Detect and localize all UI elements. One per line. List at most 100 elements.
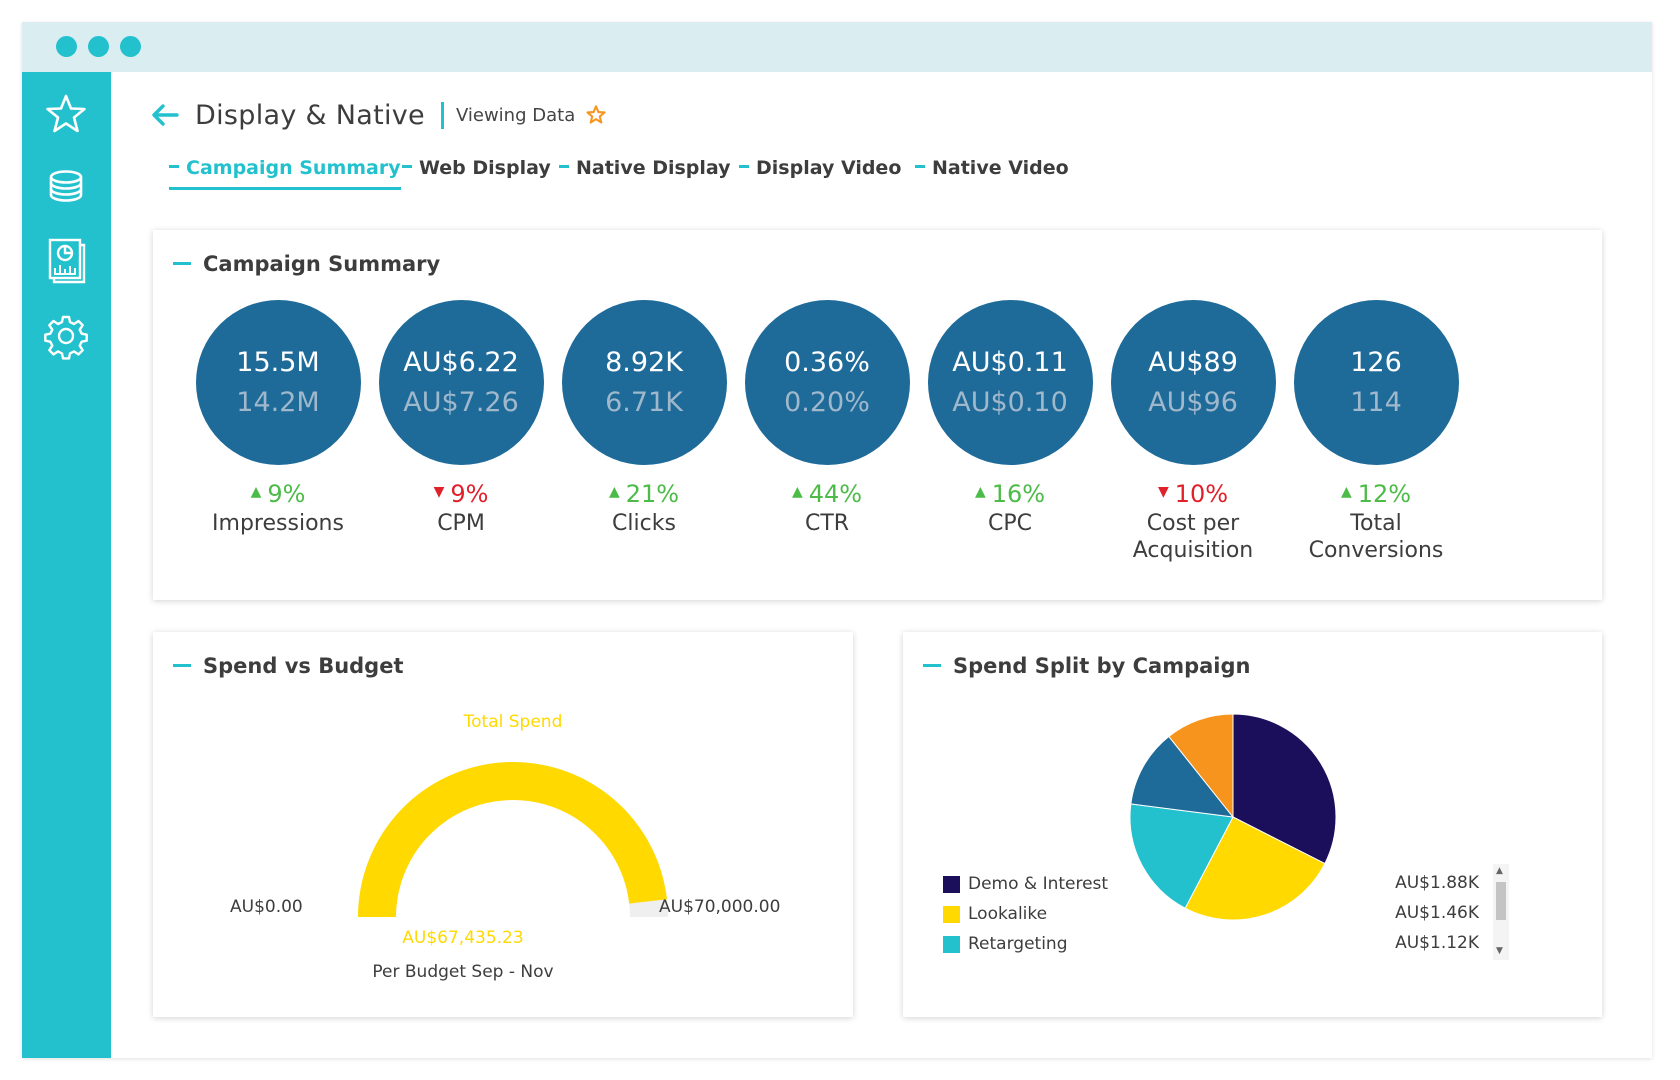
metric-change: ▲ 12% [1288, 479, 1464, 510]
metric-change-value: 12% [1357, 480, 1412, 508]
metric-change: ▲ 16% [922, 479, 1098, 510]
legend-value: AU$1.46K [1395, 903, 1479, 923]
metric-circle[interactable]: AU$6.22 AU$7.26 [378, 300, 544, 465]
metric-change: ▲ 44% [739, 479, 915, 510]
trend-up-icon: ▲ [974, 484, 986, 500]
metric-label: Clicks [612, 511, 676, 536]
metric-change-value: 21% [625, 480, 680, 508]
metric-clicks: 8.92K 6.71K ▲ 21% Clicks [556, 300, 732, 537]
legend-label: Lookalike [968, 904, 1048, 924]
gauge-min-label: AU$0.00 [230, 897, 303, 917]
database-icon[interactable] [42, 162, 90, 210]
campaign-summary-card: Campaign Summary 15.5M 14.2M ▲ 9% Impression… [153, 230, 1602, 600]
legend-item-retargeting[interactable]: Retargeting [943, 932, 1068, 956]
metric-current-value: 126 [1350, 346, 1402, 378]
tab-display-video[interactable]: Display Video [739, 157, 901, 187]
favorite-star-icon[interactable] [585, 104, 607, 126]
metric-circle[interactable]: 0.36% 0.20% [744, 300, 910, 465]
pie-slice-segment-5[interactable] [1168, 713, 1234, 819]
window-dot-2[interactable] [88, 36, 109, 57]
spend-pie-chart [1129, 713, 1337, 921]
gauge-spend-arc [358, 762, 667, 917]
trend-down-icon: ▼ [1157, 484, 1169, 500]
trend-up-icon: ▲ [608, 484, 620, 500]
metric-previous-value: 14.2M [236, 386, 320, 418]
metric-previous-value: 0.20% [784, 386, 870, 418]
metric-change-value: 9% [450, 480, 489, 508]
viewing-data-label: Viewing Data [455, 104, 576, 126]
metric-cost-per-acquisition: AU$89 AU$96 ▼ 10% Cost per Acquisition [1105, 300, 1281, 564]
trend-up-icon: ▲ [250, 484, 262, 500]
tab-native-display[interactable]: Native Display [559, 157, 731, 187]
metric-label: Cost per Acquisition [1132, 511, 1254, 563]
metric-label: CPC [988, 511, 1032, 536]
gauge-max-label: AU$70,000.00 [659, 897, 781, 917]
metric-change: ▲ 21% [556, 479, 732, 510]
metric-total-conversions: 126 114 ▲ 12% Total Conversions [1288, 300, 1464, 564]
spend-split-title: Spend Split by Campaign [923, 654, 1250, 678]
back-arrow-icon[interactable] [149, 99, 181, 131]
scrollbar-thumb[interactable] [1496, 882, 1506, 920]
metric-circle[interactable]: 126 114 [1293, 300, 1459, 465]
metric-previous-value: AU$0.10 [952, 386, 1068, 418]
report-icon[interactable] [42, 236, 90, 284]
legend-label: Retargeting [968, 934, 1068, 954]
spend-vs-budget-title: Spend vs Budget [173, 654, 404, 678]
legend-value: AU$1.88K [1395, 873, 1479, 893]
star-icon[interactable] [42, 90, 90, 138]
pie-slice-retargeting[interactable] [1129, 803, 1234, 909]
scroll-down-icon[interactable]: ▼ [1496, 946, 1503, 956]
spend-split-card: Spend Split by Campaign Demo & Interest … [903, 632, 1602, 1017]
page-title: Display & Native [195, 99, 425, 131]
metric-current-value: 0.36% [784, 346, 870, 378]
metric-change-value: 16% [991, 480, 1046, 508]
metric-change: ▼ 10% [1105, 479, 1281, 510]
budget-gauge [358, 762, 668, 917]
campaign-summary-title: Campaign Summary [173, 252, 440, 276]
pie-slice-segment-4[interactable] [1130, 735, 1235, 818]
metric-impressions: 15.5M 14.2M ▲ 9% Impressions [190, 300, 366, 537]
legend-swatch [943, 875, 960, 893]
scroll-up-icon[interactable]: ▲ [1496, 866, 1503, 876]
metric-previous-value: 6.71K [605, 386, 683, 418]
window-dot-1[interactable] [56, 36, 77, 57]
metric-circle[interactable]: AU$0.11 AU$0.10 [927, 300, 1093, 465]
tab-native-video[interactable]: Native Video [915, 157, 1069, 187]
legend-swatch [943, 905, 960, 923]
legend-item-demo-interest[interactable]: Demo & Interest [943, 872, 1108, 896]
title-separator [440, 101, 444, 129]
trend-up-icon: ▲ [791, 484, 803, 500]
gear-icon[interactable] [42, 312, 90, 360]
pie-slice-lookalike[interactable] [1184, 816, 1326, 921]
metric-change-value: 10% [1174, 480, 1229, 508]
trend-down-icon: ▼ [433, 484, 445, 500]
legend-value: AU$1.12K [1395, 933, 1479, 953]
metric-change: ▲ 9% [190, 479, 366, 510]
metric-change-value: 44% [808, 480, 863, 508]
gauge-period-label: Per Budget Sep - Nov [372, 962, 554, 982]
metric-current-value: 15.5M [236, 346, 320, 378]
pie-slice-demo-interest[interactable] [1232, 713, 1337, 865]
metric-previous-value: AU$96 [1148, 386, 1238, 418]
metric-current-value: 8.92K [605, 346, 683, 378]
gauge-spend-value: AU$67,435.23 [402, 928, 524, 948]
metric-cpm: AU$6.22 AU$7.26 ▼ 9% CPM [373, 300, 549, 537]
metric-ctr: 0.36% 0.20% ▲ 44% CTR [739, 300, 915, 537]
metric-previous-value: 114 [1350, 386, 1402, 418]
metric-current-value: AU$89 [1148, 346, 1238, 378]
tab-campaign-summary[interactable]: Campaign Summary [169, 157, 401, 190]
sidebar [22, 72, 111, 1058]
metric-label: Total Conversions [1308, 511, 1444, 563]
metric-circle[interactable]: 15.5M 14.2M [195, 300, 361, 465]
metric-circle[interactable]: AU$89 AU$96 [1110, 300, 1276, 465]
legend-item-lookalike[interactable]: Lookalike [943, 902, 1047, 926]
metric-label: CPM [437, 511, 485, 536]
metric-previous-value: AU$7.26 [403, 386, 519, 418]
window-dot-3[interactable] [120, 36, 141, 57]
metric-current-value: AU$0.11 [952, 346, 1068, 378]
metric-circle[interactable]: 8.92K 6.71K [561, 300, 727, 465]
metric-cpc: AU$0.11 AU$0.10 ▲ 16% CPC [922, 300, 1098, 537]
tab-web-display[interactable]: Web Display [402, 157, 551, 187]
legend-scrollbar[interactable]: ▲ ▼ [1493, 864, 1509, 960]
app-window: Display & Native Viewing Data Campaign S… [22, 22, 1652, 1058]
